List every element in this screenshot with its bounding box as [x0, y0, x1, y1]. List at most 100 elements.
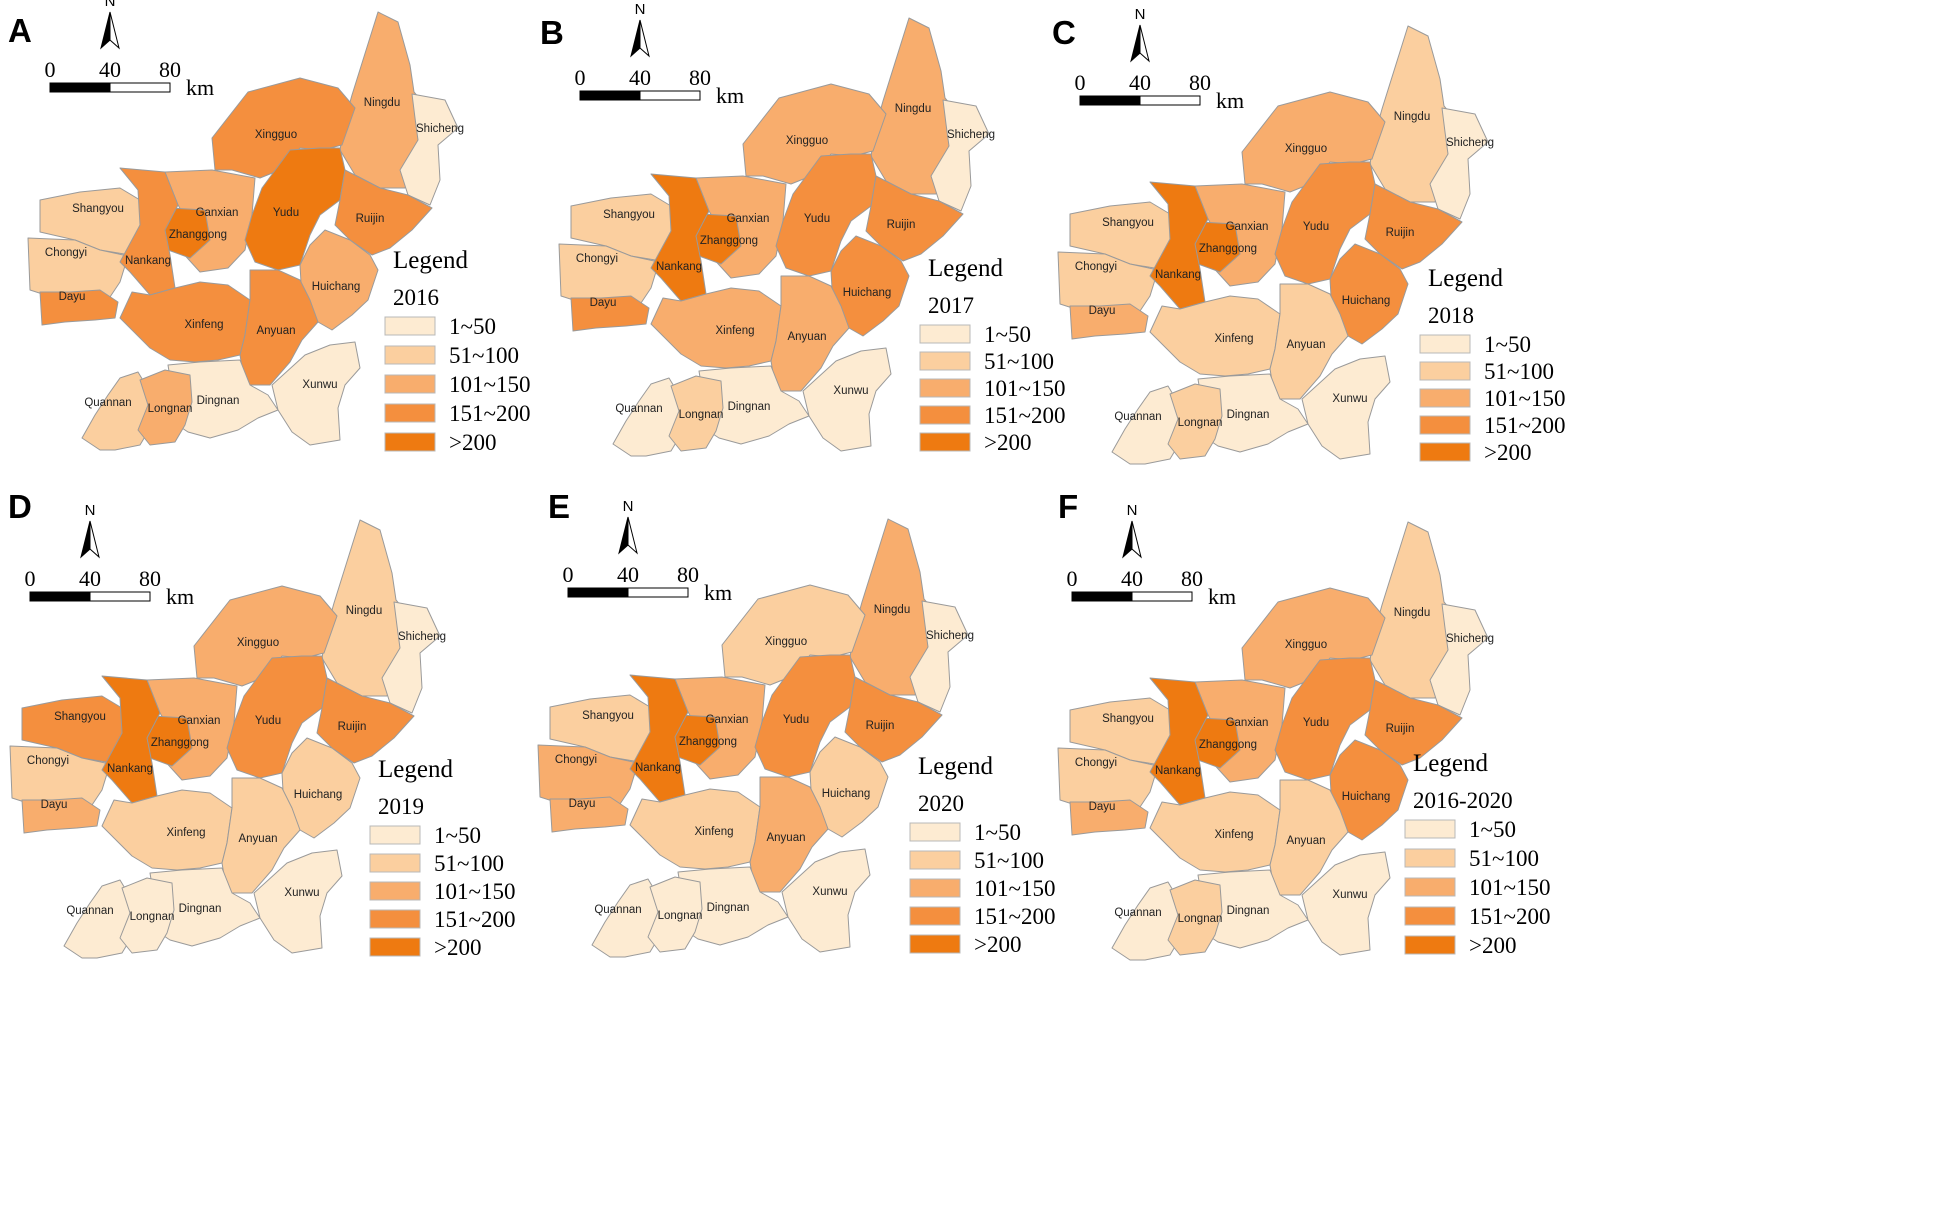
region-label-dingnan: Dingnan: [728, 401, 771, 413]
region-yudu[interactable]: [754, 654, 856, 778]
region-ruijin[interactable]: [316, 677, 415, 764]
legend-year: 2016-2020: [1413, 788, 1513, 813]
region-label-yudu: Yudu: [1303, 221, 1329, 233]
region-shicheng[interactable]: [930, 99, 990, 212]
panel-letter: E: [548, 488, 570, 525]
scale-segment-dark: [1079, 95, 1141, 106]
region-yudu[interactable]: [1274, 657, 1376, 781]
legend-swatch: [909, 906, 961, 926]
region-label-zhanggong: Zhanggong: [169, 229, 227, 241]
scale-tick-label: 80: [139, 566, 161, 591]
region-longnan[interactable]: [137, 369, 193, 446]
region-huichang[interactable]: [809, 736, 889, 838]
region-dayu[interactable]: [21, 797, 101, 834]
north-arrow-left: [618, 516, 629, 555]
county-map: Ningdu Shicheng Xingguo Shangyou Ganxian Zhan…: [1057, 521, 1494, 961]
region-label-ningdu: Ningdu: [874, 604, 910, 616]
region-label-xunwu: Xunwu: [284, 887, 319, 899]
region-shicheng[interactable]: [399, 93, 459, 206]
legend-swatch: [369, 909, 421, 929]
region-longnan[interactable]: [119, 877, 175, 954]
region-label-shangyou: Shangyou: [1102, 713, 1154, 725]
scale-tick-label: 0: [575, 65, 586, 90]
region-label-shangyou: Shangyou: [72, 203, 124, 215]
region-xunwu[interactable]: [253, 849, 343, 954]
region-label-shicheng: Shicheng: [1446, 137, 1494, 149]
region-huichang[interactable]: [299, 229, 379, 331]
legend-swatch: [384, 403, 436, 423]
region-anyuan[interactable]: [239, 269, 319, 386]
region-xunwu[interactable]: [1301, 851, 1391, 956]
region-anyuan[interactable]: [221, 777, 301, 894]
region-yudu[interactable]: [226, 655, 328, 779]
region-xunwu[interactable]: [802, 347, 892, 452]
region-huichang[interactable]: [1329, 739, 1409, 841]
region-huichang[interactable]: [830, 235, 910, 337]
scale-segment-dark: [49, 82, 111, 93]
region-label-ruijin: Ruijin: [887, 219, 916, 231]
region-shicheng[interactable]: [1429, 603, 1489, 716]
scale-segment-light: [627, 587, 689, 598]
region-label-shicheng: Shicheng: [1446, 633, 1494, 645]
region-yudu[interactable]: [775, 153, 877, 277]
region-dayu[interactable]: [549, 796, 629, 833]
region-ruijin[interactable]: [1364, 183, 1463, 270]
region-anyuan[interactable]: [1269, 283, 1349, 400]
legend-swatch: [919, 351, 971, 371]
scale-unit: km: [704, 580, 732, 605]
legend-swatch: [909, 878, 961, 898]
region-xunwu[interactable]: [271, 341, 361, 446]
region-longnan[interactable]: [1167, 879, 1223, 956]
region-label-xunwu: Xunwu: [1332, 889, 1367, 901]
region-anyuan[interactable]: [770, 275, 850, 392]
region-label-shicheng: Shicheng: [947, 129, 995, 141]
legend-class-label: 1~50: [449, 314, 496, 339]
legend-swatch: [1419, 415, 1471, 435]
panel-letter: C: [1052, 14, 1076, 51]
region-xunwu[interactable]: [1301, 355, 1391, 460]
region-anyuan[interactable]: [1269, 779, 1349, 896]
region-shicheng[interactable]: [381, 601, 441, 714]
region-longnan[interactable]: [647, 876, 703, 953]
region-longnan[interactable]: [1167, 383, 1223, 460]
region-dayu[interactable]: [39, 289, 119, 326]
region-yudu[interactable]: [1274, 161, 1376, 285]
scale-segment-light: [1131, 591, 1193, 602]
region-ruijin[interactable]: [334, 169, 433, 256]
scale-tick-label: 0: [45, 57, 56, 82]
region-anyuan[interactable]: [749, 776, 829, 893]
north-arrow-icon: N: [1122, 502, 1142, 559]
region-ruijin[interactable]: [844, 676, 943, 763]
region-dayu[interactable]: [570, 295, 650, 332]
region-shicheng[interactable]: [909, 600, 969, 713]
region-xunwu[interactable]: [781, 848, 871, 953]
region-dayu[interactable]: [1069, 799, 1149, 836]
north-label: N: [105, 0, 116, 10]
region-longnan[interactable]: [668, 375, 724, 452]
region-huichang[interactable]: [1329, 243, 1409, 345]
region-label-yudu: Yudu: [255, 715, 281, 727]
scale-tick-label: 0: [1067, 566, 1078, 591]
region-yudu[interactable]: [244, 147, 346, 271]
legend-title: Legend: [918, 753, 993, 780]
legend-swatch: [1404, 935, 1456, 955]
north-arrow-icon: N: [618, 498, 638, 555]
region-label-shicheng: Shicheng: [926, 630, 974, 642]
region-shicheng[interactable]: [1429, 107, 1489, 220]
county-map: Ningdu Shicheng Xingguo Shangyou Ganxian Zhan…: [558, 17, 995, 457]
legend-class-label: >200: [984, 430, 1031, 455]
region-label-xinfeng: Xinfeng: [166, 827, 205, 839]
region-label-shicheng: Shicheng: [398, 631, 446, 643]
scale-segment-dark: [579, 90, 641, 101]
region-label-xingguo: Xingguo: [786, 135, 828, 147]
region-huichang[interactable]: [281, 737, 361, 839]
region-ruijin[interactable]: [865, 175, 964, 262]
region-ruijin[interactable]: [1364, 679, 1463, 766]
region-label-dingnan: Dingnan: [1227, 905, 1270, 917]
north-arrow-right: [109, 11, 120, 50]
region-dayu[interactable]: [1069, 303, 1149, 340]
